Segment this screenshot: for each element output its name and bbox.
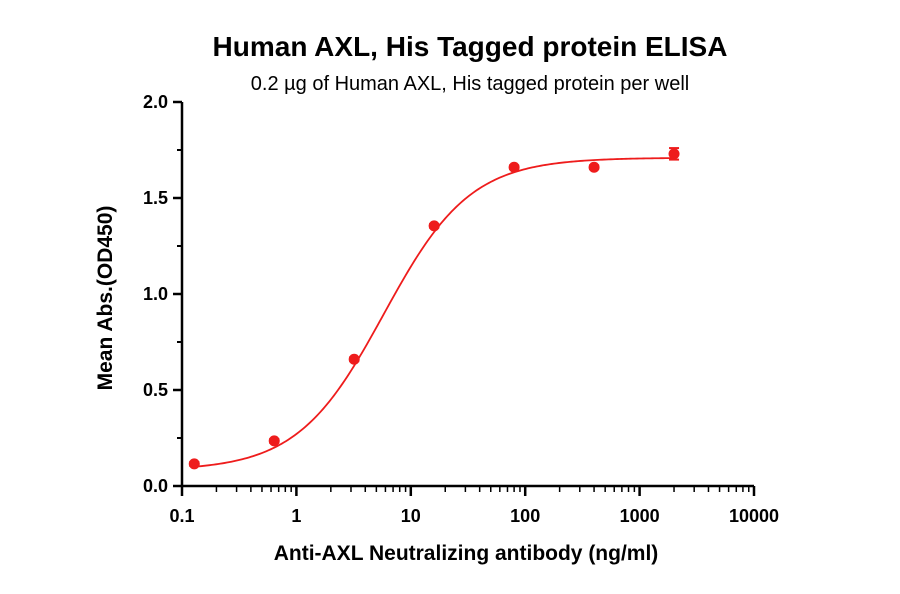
x-tick-label: 10000 (729, 506, 779, 526)
x-axis-label: Anti-AXL Neutralizing antibody (ng/ml) (274, 542, 659, 565)
y-axis: 0.0 0.5 1.0 1.5 2.0 (143, 92, 184, 496)
x-tick-label: 0.1 (169, 506, 194, 526)
y-tick-label: 1.0 (143, 284, 168, 304)
data-point (508, 161, 520, 173)
y-tick-label: 0.5 (143, 380, 168, 400)
fit-curve-layer (194, 157, 675, 468)
x-tick-label: 10 (401, 506, 421, 526)
x-tick-label: 100 (510, 506, 540, 526)
x-tick-label: 1000 (620, 506, 660, 526)
x-axis: 0.1 1 10 100 1000 10000 (169, 484, 779, 526)
data-points-layer (188, 147, 680, 470)
chart-subtitle: 0.2 µg of Human AXL, His tagged protein … (251, 73, 689, 95)
data-point (188, 458, 200, 470)
data-point (588, 161, 600, 173)
x-tick-label: 1 (291, 506, 301, 526)
y-tick-label: 0.0 (143, 476, 168, 496)
y-axis-label: Mean Abs.(OD450) (94, 206, 117, 391)
data-point (348, 353, 360, 365)
data-point (668, 148, 680, 160)
y-tick-label: 2.0 (143, 92, 168, 112)
data-point (428, 220, 440, 232)
y-tick-label: 1.5 (143, 188, 168, 208)
fit-curve (194, 157, 675, 468)
chart-title: Human AXL, His Tagged protein ELISA (213, 31, 728, 62)
data-point (268, 435, 280, 447)
